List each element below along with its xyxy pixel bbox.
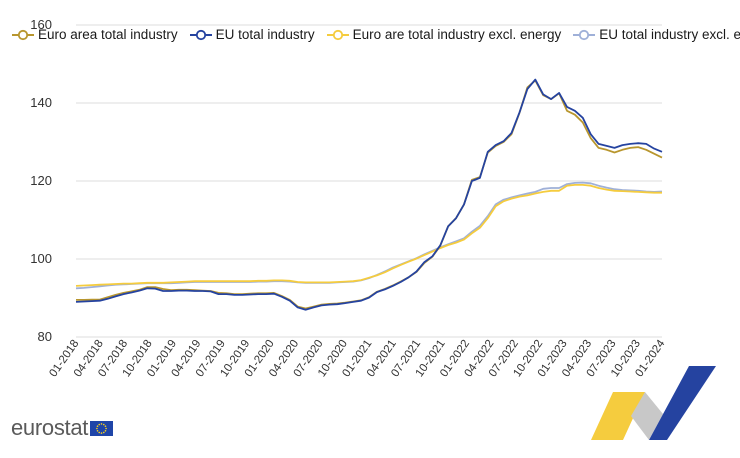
- legend-label: EU total industry: [215, 27, 315, 42]
- legend-item-1[interactable]: Euro area total industry: [12, 27, 178, 42]
- legend-label: EU total industry excl. energy: [599, 27, 740, 42]
- x-axis-tick-labels: 01-201804-201807-201810-201801-201904-20…: [47, 337, 667, 379]
- logo-text: eurostat: [11, 415, 89, 440]
- series-line-3: [75, 183, 662, 287]
- legend-marker-icon: [189, 29, 212, 40]
- legend-item-4[interactable]: EU total industry excl. energy: [573, 27, 740, 42]
- y-tick-label: 140: [30, 95, 52, 110]
- ribbon-decoration: [591, 366, 716, 440]
- series-line-2: [75, 78, 663, 311]
- chart-legend: Euro area total industry EU total industr…: [12, 27, 740, 42]
- legend-marker-icon: [326, 29, 349, 40]
- legend-item-2[interactable]: EU total industry: [189, 27, 315, 42]
- y-axis-tick-labels: 80 100 120 140 160: [30, 17, 52, 344]
- ribbon-blue: [649, 366, 716, 440]
- y-tick-label: 100: [30, 251, 52, 266]
- legend-label: Euro are total industry excl. energy: [352, 27, 562, 42]
- legend-label: Euro area total industry: [38, 27, 178, 42]
- series-lines: [75, 78, 663, 311]
- series-line-1: [76, 79, 663, 310]
- y-tick-label: 160: [30, 17, 52, 32]
- eu-flag-icon: [90, 420, 114, 436]
- legend-item-3[interactable]: Euro are total industry excl. energy: [326, 27, 562, 42]
- series-line-4: [75, 181, 663, 290]
- ribbon-grey: [631, 392, 663, 440]
- y-tick-label: 120: [30, 173, 52, 188]
- eurostat-logo: eurostat: [11, 415, 114, 441]
- legend-marker-icon: [573, 29, 596, 40]
- legend-marker-icon: [12, 29, 34, 40]
- ribbon-yellow: [591, 392, 645, 440]
- y-tick-label: 80: [38, 329, 52, 344]
